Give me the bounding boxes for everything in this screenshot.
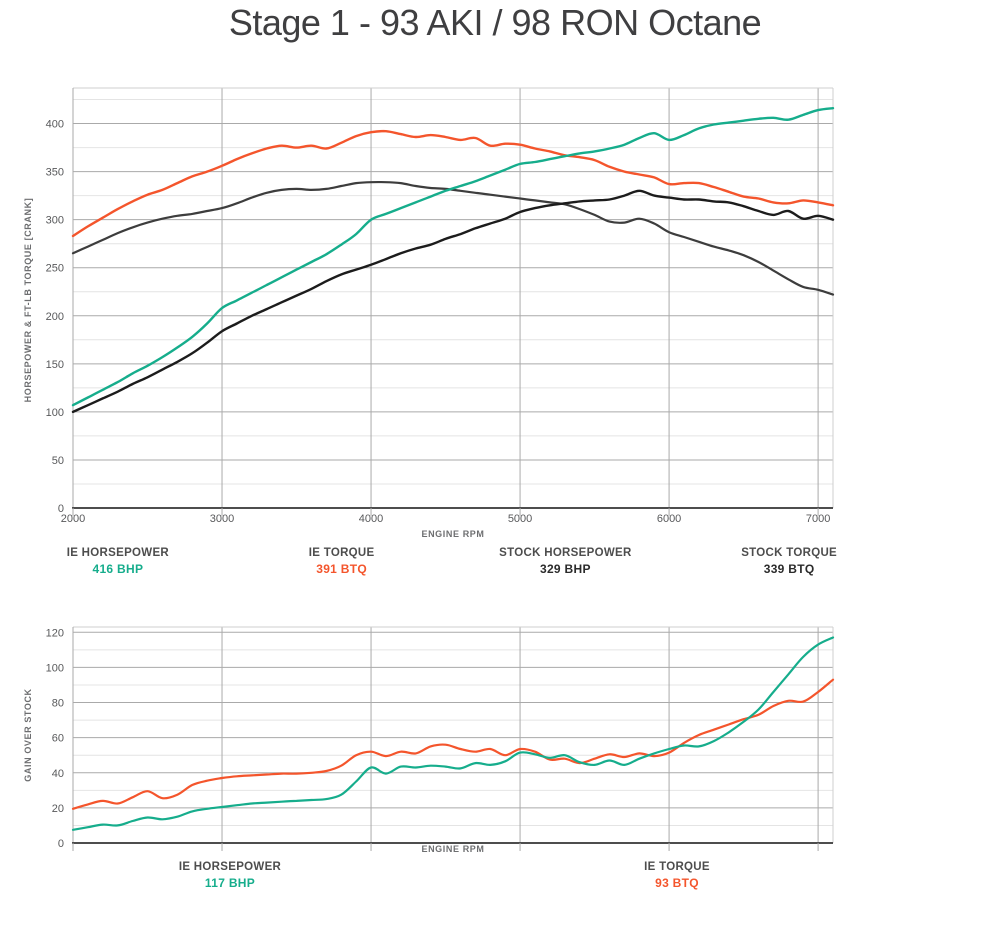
gridlines (72, 87, 834, 516)
y-tick-label: 350 (46, 167, 64, 179)
legend-item-ie-torque-gain: IE TORQUE 93 BTQ (527, 859, 827, 892)
legend-value: 391 BTQ (316, 562, 368, 576)
page-title: Stage 1 - 93 AKI / 98 RON Octane (228, 2, 762, 43)
top-yaxis-title: HORSEPOWER & FT-LB TORQUE [CRANK] (23, 197, 33, 403)
legend-value: 329 BHP (539, 562, 591, 576)
y-tick-label: 400 (46, 119, 64, 131)
series-curves (71, 636, 835, 831)
x-tick-label: 6000 (657, 513, 681, 525)
series-ie-horsepower (71, 107, 835, 407)
y-tick-label: 20 (52, 803, 64, 815)
series-curves (71, 107, 835, 414)
y-tick-label: 300 (46, 215, 64, 227)
legend-label: STOCK TORQUE (741, 547, 838, 559)
y-tick-label: 100 (46, 407, 64, 419)
x-axis-title: ENGINE RPM (421, 844, 484, 854)
series-ie-horsepower-gain (71, 636, 835, 831)
gain-over-stock-chart: 0 20 40 60 80 100 120 ENGINE RPM (46, 626, 835, 854)
horsepower-torque-chart: 0 50 100 150 200 250 300 350 400 2000 3000 4000 5000… (46, 87, 835, 539)
y-tick-label: 250 (46, 263, 64, 275)
legend-item-ie-torque: IE TORQUE 391 BTQ (230, 545, 454, 578)
bottom-yaxis-title: GAIN OVER STOCK (23, 688, 33, 782)
y-tick-label: 100 (46, 662, 64, 674)
legend-value: 93 BTQ (655, 876, 699, 890)
series-stock-horsepower (71, 189, 835, 414)
axis-tick-labels: 0 50 100 150 200 250 300 350 400 2000 3000 4000 5000… (46, 119, 831, 539)
y-tick-label: 0 (58, 838, 64, 850)
y-tick-label: 50 (52, 455, 64, 467)
legend-item-stock-torque: STOCK TORQUE 339 BTQ (677, 545, 901, 578)
legend-item-ie-horsepower-gain: IE HORSEPOWER 117 BHP (80, 859, 380, 892)
legend-value: 339 BTQ (763, 562, 815, 576)
legend-value: 416 BHP (92, 562, 144, 576)
legend-label: IE TORQUE (308, 547, 375, 559)
y-tick-label: 200 (46, 311, 64, 323)
legend-label: IE TORQUE (644, 861, 710, 873)
y-tick-label: 60 (52, 733, 64, 745)
y-tick-label: 150 (46, 359, 64, 371)
legend-label: IE HORSEPOWER (66, 547, 170, 559)
legend-label: IE HORSEPOWER (178, 861, 282, 873)
y-tick-label: 120 (46, 627, 64, 639)
y-tick-label: 80 (52, 698, 64, 710)
x-tick-label: 7000 (806, 513, 830, 525)
legend-value: 117 BHP (204, 876, 256, 890)
series-ie-torque (71, 129, 835, 238)
y-tick-label: 40 (52, 768, 64, 780)
legend-item-stock-horsepower: STOCK HORSEPOWER 329 BHP (454, 545, 678, 578)
x-tick-label: 5000 (508, 513, 532, 525)
x-tick-label: 4000 (359, 513, 383, 525)
series-ie-torque-gain (71, 678, 835, 810)
gridlines (72, 626, 834, 851)
legend-label: STOCK HORSEPOWER (499, 547, 632, 559)
legend-item-ie-horsepower: IE HORSEPOWER 416 BHP (6, 545, 230, 578)
x-axis-title: ENGINE RPM (421, 529, 484, 539)
x-tick-label: 3000 (210, 513, 234, 525)
y-tick-label: 0 (58, 503, 64, 515)
series-stock-torque (71, 180, 835, 296)
legend-top: IE HORSEPOWER 416 BHP IE TORQUE 391 BTQ … (6, 545, 901, 578)
axis-tick-labels: 0 20 40 60 80 100 120 ENGINE RPM (46, 627, 484, 854)
x-tick-label: 2000 (61, 513, 85, 525)
